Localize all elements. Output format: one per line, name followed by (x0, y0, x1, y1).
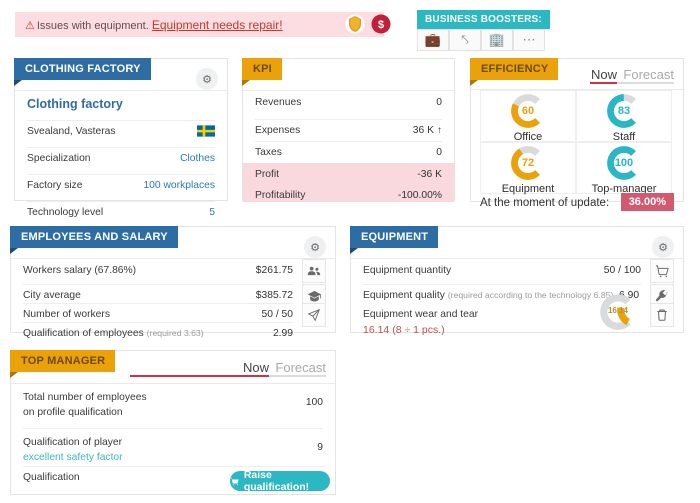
svg-text:$: $ (378, 19, 384, 31)
